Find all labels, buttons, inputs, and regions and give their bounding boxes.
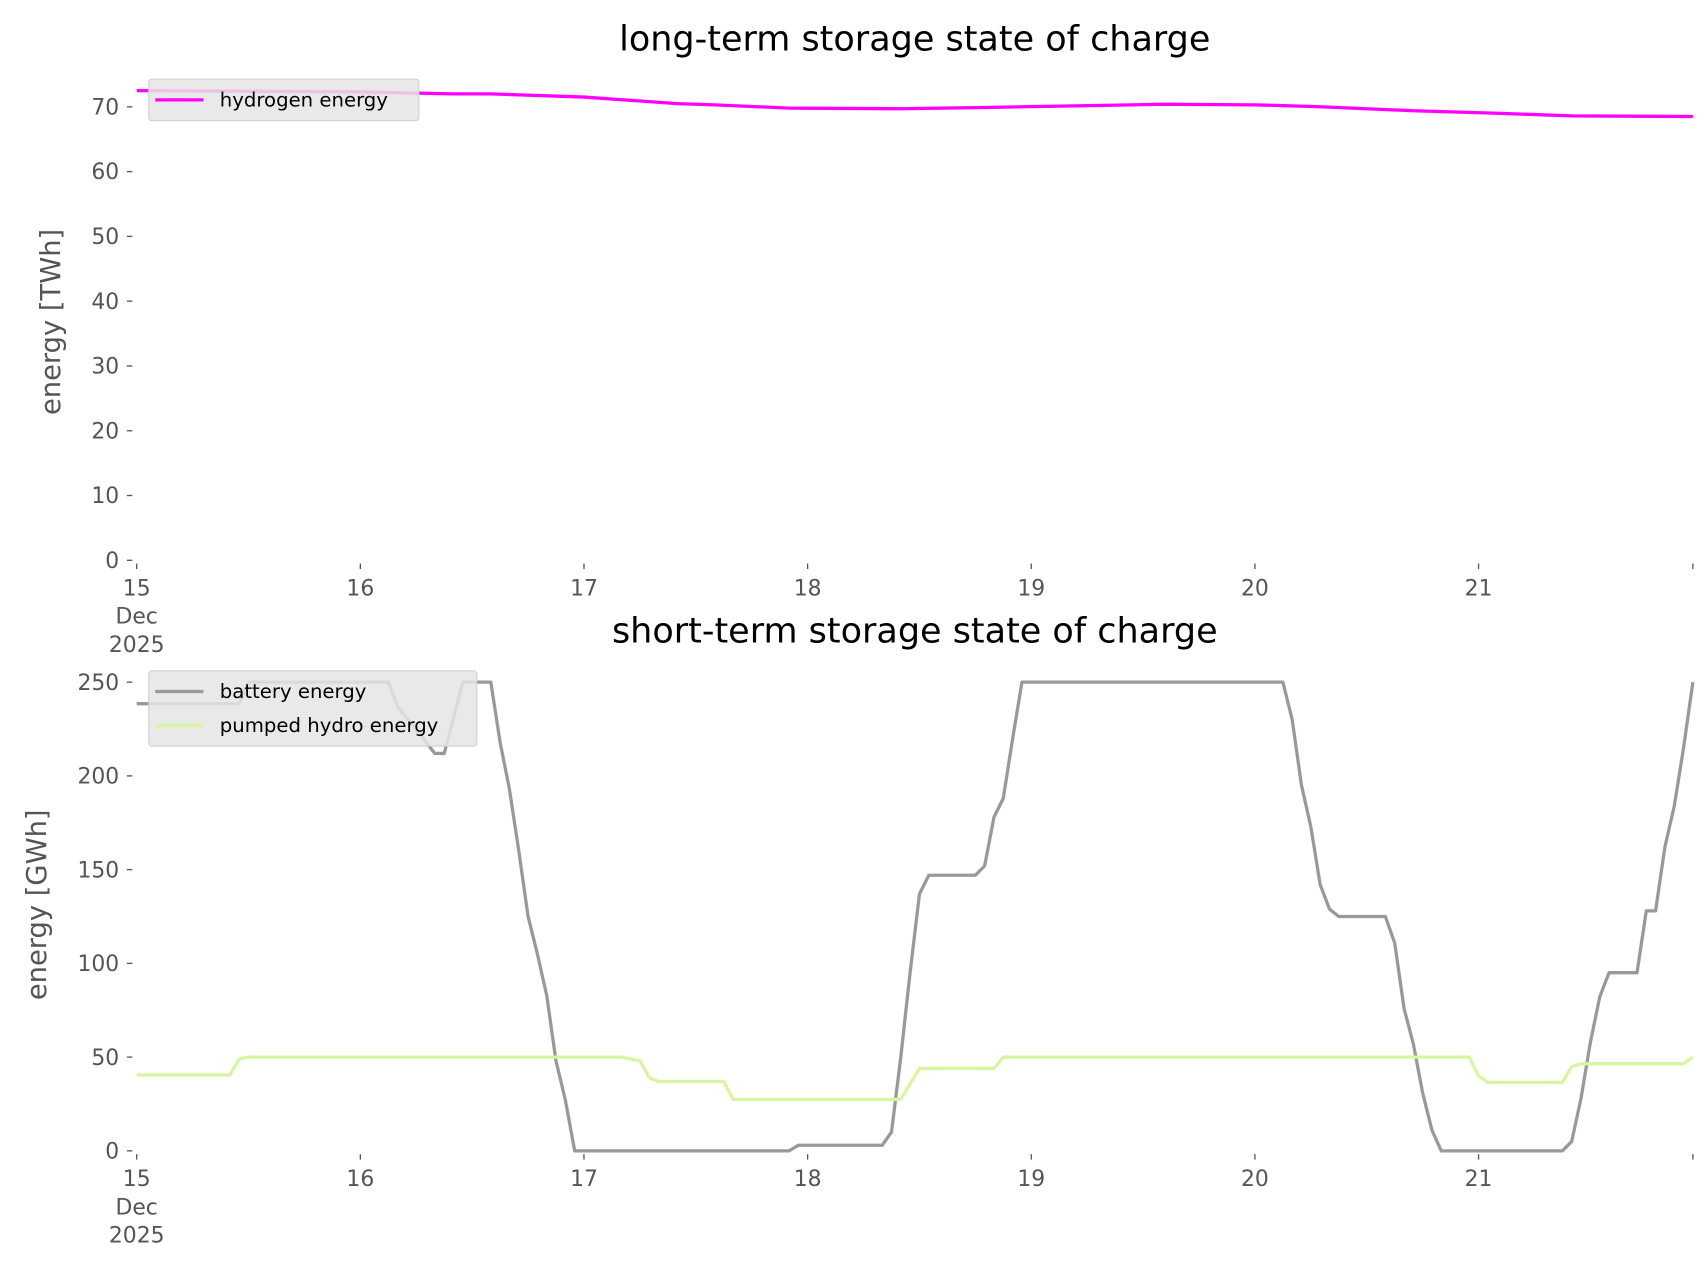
legend: hydrogen energy xyxy=(148,78,420,122)
y-tick-label: 10 xyxy=(91,484,119,509)
series-line-battery-energy xyxy=(136,680,1695,1153)
y-tick-label: 50 xyxy=(91,1046,119,1071)
legend-box xyxy=(148,670,478,747)
legend-box xyxy=(148,78,420,122)
y-tick-label: 0 xyxy=(105,1140,119,1165)
y-tick-label: 200 xyxy=(77,765,119,790)
y-tick-label: 20 xyxy=(91,419,119,444)
x-tick-label: 20 xyxy=(1241,576,1269,601)
x-tick-label: 15 Dec 2025 xyxy=(109,1167,165,1249)
x-tick-label: 18 xyxy=(794,1167,822,1192)
chart-title: short-term storage state of charge xyxy=(612,611,1218,651)
y-axis-label: energy [TWh] xyxy=(36,229,67,415)
legend-label: hydrogen energy xyxy=(220,88,389,111)
series-line-hydrogen-energy xyxy=(136,88,1693,119)
x-tick-label: 21 xyxy=(1465,576,1493,601)
y-axis-label: energy [GWh] xyxy=(22,809,53,1000)
x-tick-label: 20 xyxy=(1241,1167,1269,1192)
y-tick-label: 30 xyxy=(91,355,119,380)
legend-label: battery energy xyxy=(220,680,367,703)
chart-1: short-term storage state of charge energy… xyxy=(22,611,1695,1249)
y-tick-label: 250 xyxy=(77,671,119,696)
legend-label: pumped hydro energy xyxy=(220,714,439,737)
x-tick-label: 16 xyxy=(346,576,374,601)
x-tick-label: 21 xyxy=(1465,1167,1493,1192)
x-tick-label: 16 xyxy=(346,1167,374,1192)
chart-title: long-term storage state of charge xyxy=(619,20,1210,60)
x-tick-label: 15 Dec 2025 xyxy=(109,576,165,658)
y-tick-label: 70 xyxy=(91,95,119,120)
x-tick-label: 18 xyxy=(794,576,822,601)
y-tick-label: 50 xyxy=(91,225,119,250)
x-tick-label: 17 xyxy=(570,576,598,601)
x-tick-label: 17 xyxy=(570,1167,598,1192)
y-tick-label: 150 xyxy=(77,858,119,883)
y-tick-label: 0 xyxy=(105,549,119,574)
series-line-pumped-hydro-energy xyxy=(136,1055,1694,1101)
legend: battery energy pumped hydro energy xyxy=(148,670,478,747)
x-tick-label: 19 xyxy=(1017,1167,1045,1192)
x-tick-label: 19 xyxy=(1017,576,1045,601)
chart-0: long-term storage state of charge energy … xyxy=(36,20,1694,658)
y-tick-label: 60 xyxy=(91,160,119,185)
y-tick-label: 100 xyxy=(77,952,119,977)
y-tick-label: 40 xyxy=(91,290,119,315)
